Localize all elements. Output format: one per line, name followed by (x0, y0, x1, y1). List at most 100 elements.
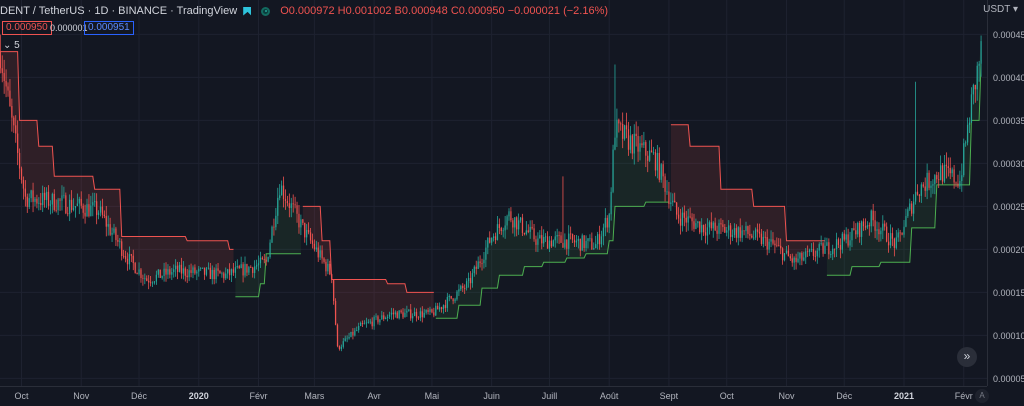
candle-up (460, 284, 462, 292)
candle-up (575, 234, 578, 247)
candle-body (11, 106, 13, 118)
candle-body (186, 275, 188, 278)
scroll-to-realtime-button[interactable]: » (957, 347, 977, 367)
candle-up (144, 273, 146, 285)
candle-up (72, 198, 75, 212)
candle-up (205, 266, 208, 277)
candle-body (548, 240, 551, 249)
candle-body (913, 201, 915, 214)
candle-body (346, 338, 348, 340)
candle-up (529, 220, 531, 239)
candle-down (899, 229, 901, 242)
candle-up (51, 192, 53, 214)
candle-down (839, 238, 842, 259)
candle-body (941, 165, 944, 182)
candle-body (5, 80, 7, 87)
candle-down (469, 271, 472, 290)
candle-down (668, 182, 670, 209)
candle-down (814, 250, 816, 262)
candle-down (228, 263, 231, 281)
candle-body (862, 221, 865, 227)
candle-down (9, 79, 11, 107)
candle-down (311, 233, 314, 249)
candle-body (388, 314, 391, 317)
candle-up (633, 124, 635, 165)
candle-body (309, 232, 312, 241)
candle-down (431, 308, 433, 314)
candle-body (824, 245, 826, 254)
candle-body (240, 264, 242, 268)
indicators-toggle[interactable]: ⌄ 5 (3, 40, 20, 51)
candle-body (939, 165, 942, 180)
candle-body (807, 251, 809, 253)
indicator-count: 5 (14, 40, 20, 51)
candle-body (333, 279, 335, 301)
candle-up (963, 138, 965, 178)
candle-body (562, 242, 564, 248)
candle-body (633, 133, 635, 154)
candle-body (529, 226, 531, 232)
candle-down (550, 236, 553, 249)
candle-body (444, 305, 447, 308)
candle-down (313, 239, 316, 252)
candle-down (417, 316, 420, 321)
candle-up (731, 229, 734, 241)
candle-down (893, 237, 895, 257)
candle-up (173, 264, 175, 278)
candle-up (577, 235, 579, 249)
candle-down (122, 249, 125, 259)
candle-body (350, 331, 352, 337)
candle-body (42, 192, 44, 206)
candle-body (677, 214, 680, 219)
candle-down (928, 170, 930, 191)
candle-up (275, 207, 277, 231)
candle-body (107, 224, 109, 227)
candle-body (718, 223, 720, 234)
candle-up (602, 223, 605, 246)
candle-down (625, 112, 628, 139)
auto-scale-button[interactable]: A (975, 389, 989, 403)
candle-up (477, 256, 479, 269)
candle-body (26, 196, 28, 207)
candle-down (88, 194, 90, 218)
candle-body (223, 273, 225, 279)
candle-down (510, 207, 512, 223)
candle-body (781, 248, 784, 261)
candle-down (479, 255, 481, 268)
candle-body (612, 149, 614, 192)
candle-up (442, 304, 445, 314)
candle-body (464, 288, 466, 289)
candle-body (392, 312, 395, 315)
candle-down (512, 218, 514, 234)
candle-down (710, 212, 712, 231)
candle-up (49, 200, 52, 215)
candle-body (974, 84, 976, 90)
candle-body (96, 201, 98, 216)
sell-price-box[interactable]: 0.000950 (2, 21, 52, 35)
candle-up (306, 224, 308, 246)
symbol-title[interactable]: DENT / TetherUS · 1D · BINANCE · Trading… (0, 5, 238, 17)
candle-body (963, 143, 965, 176)
candle-body (521, 217, 524, 233)
candle-body (24, 188, 26, 197)
candle-body (909, 203, 911, 210)
candle-body (176, 265, 179, 272)
candle-up (959, 170, 961, 190)
candle-body (369, 321, 371, 323)
candle-body (406, 310, 408, 313)
candle-body (394, 312, 396, 315)
candle-body (502, 230, 504, 232)
candle-body (662, 164, 664, 177)
candle-up (841, 231, 843, 254)
candle-body (930, 185, 932, 188)
candle-up (473, 265, 475, 277)
candle-body (329, 263, 331, 275)
currency-selector[interactable]: USDT ▾ (983, 4, 1018, 15)
candle-body (878, 229, 880, 235)
candle-body (491, 237, 493, 243)
candle-down (489, 231, 491, 244)
candle-body (182, 268, 184, 274)
market-status-icon[interactable] (261, 6, 271, 16)
buy-price-box[interactable]: 0.000951 (84, 21, 134, 35)
